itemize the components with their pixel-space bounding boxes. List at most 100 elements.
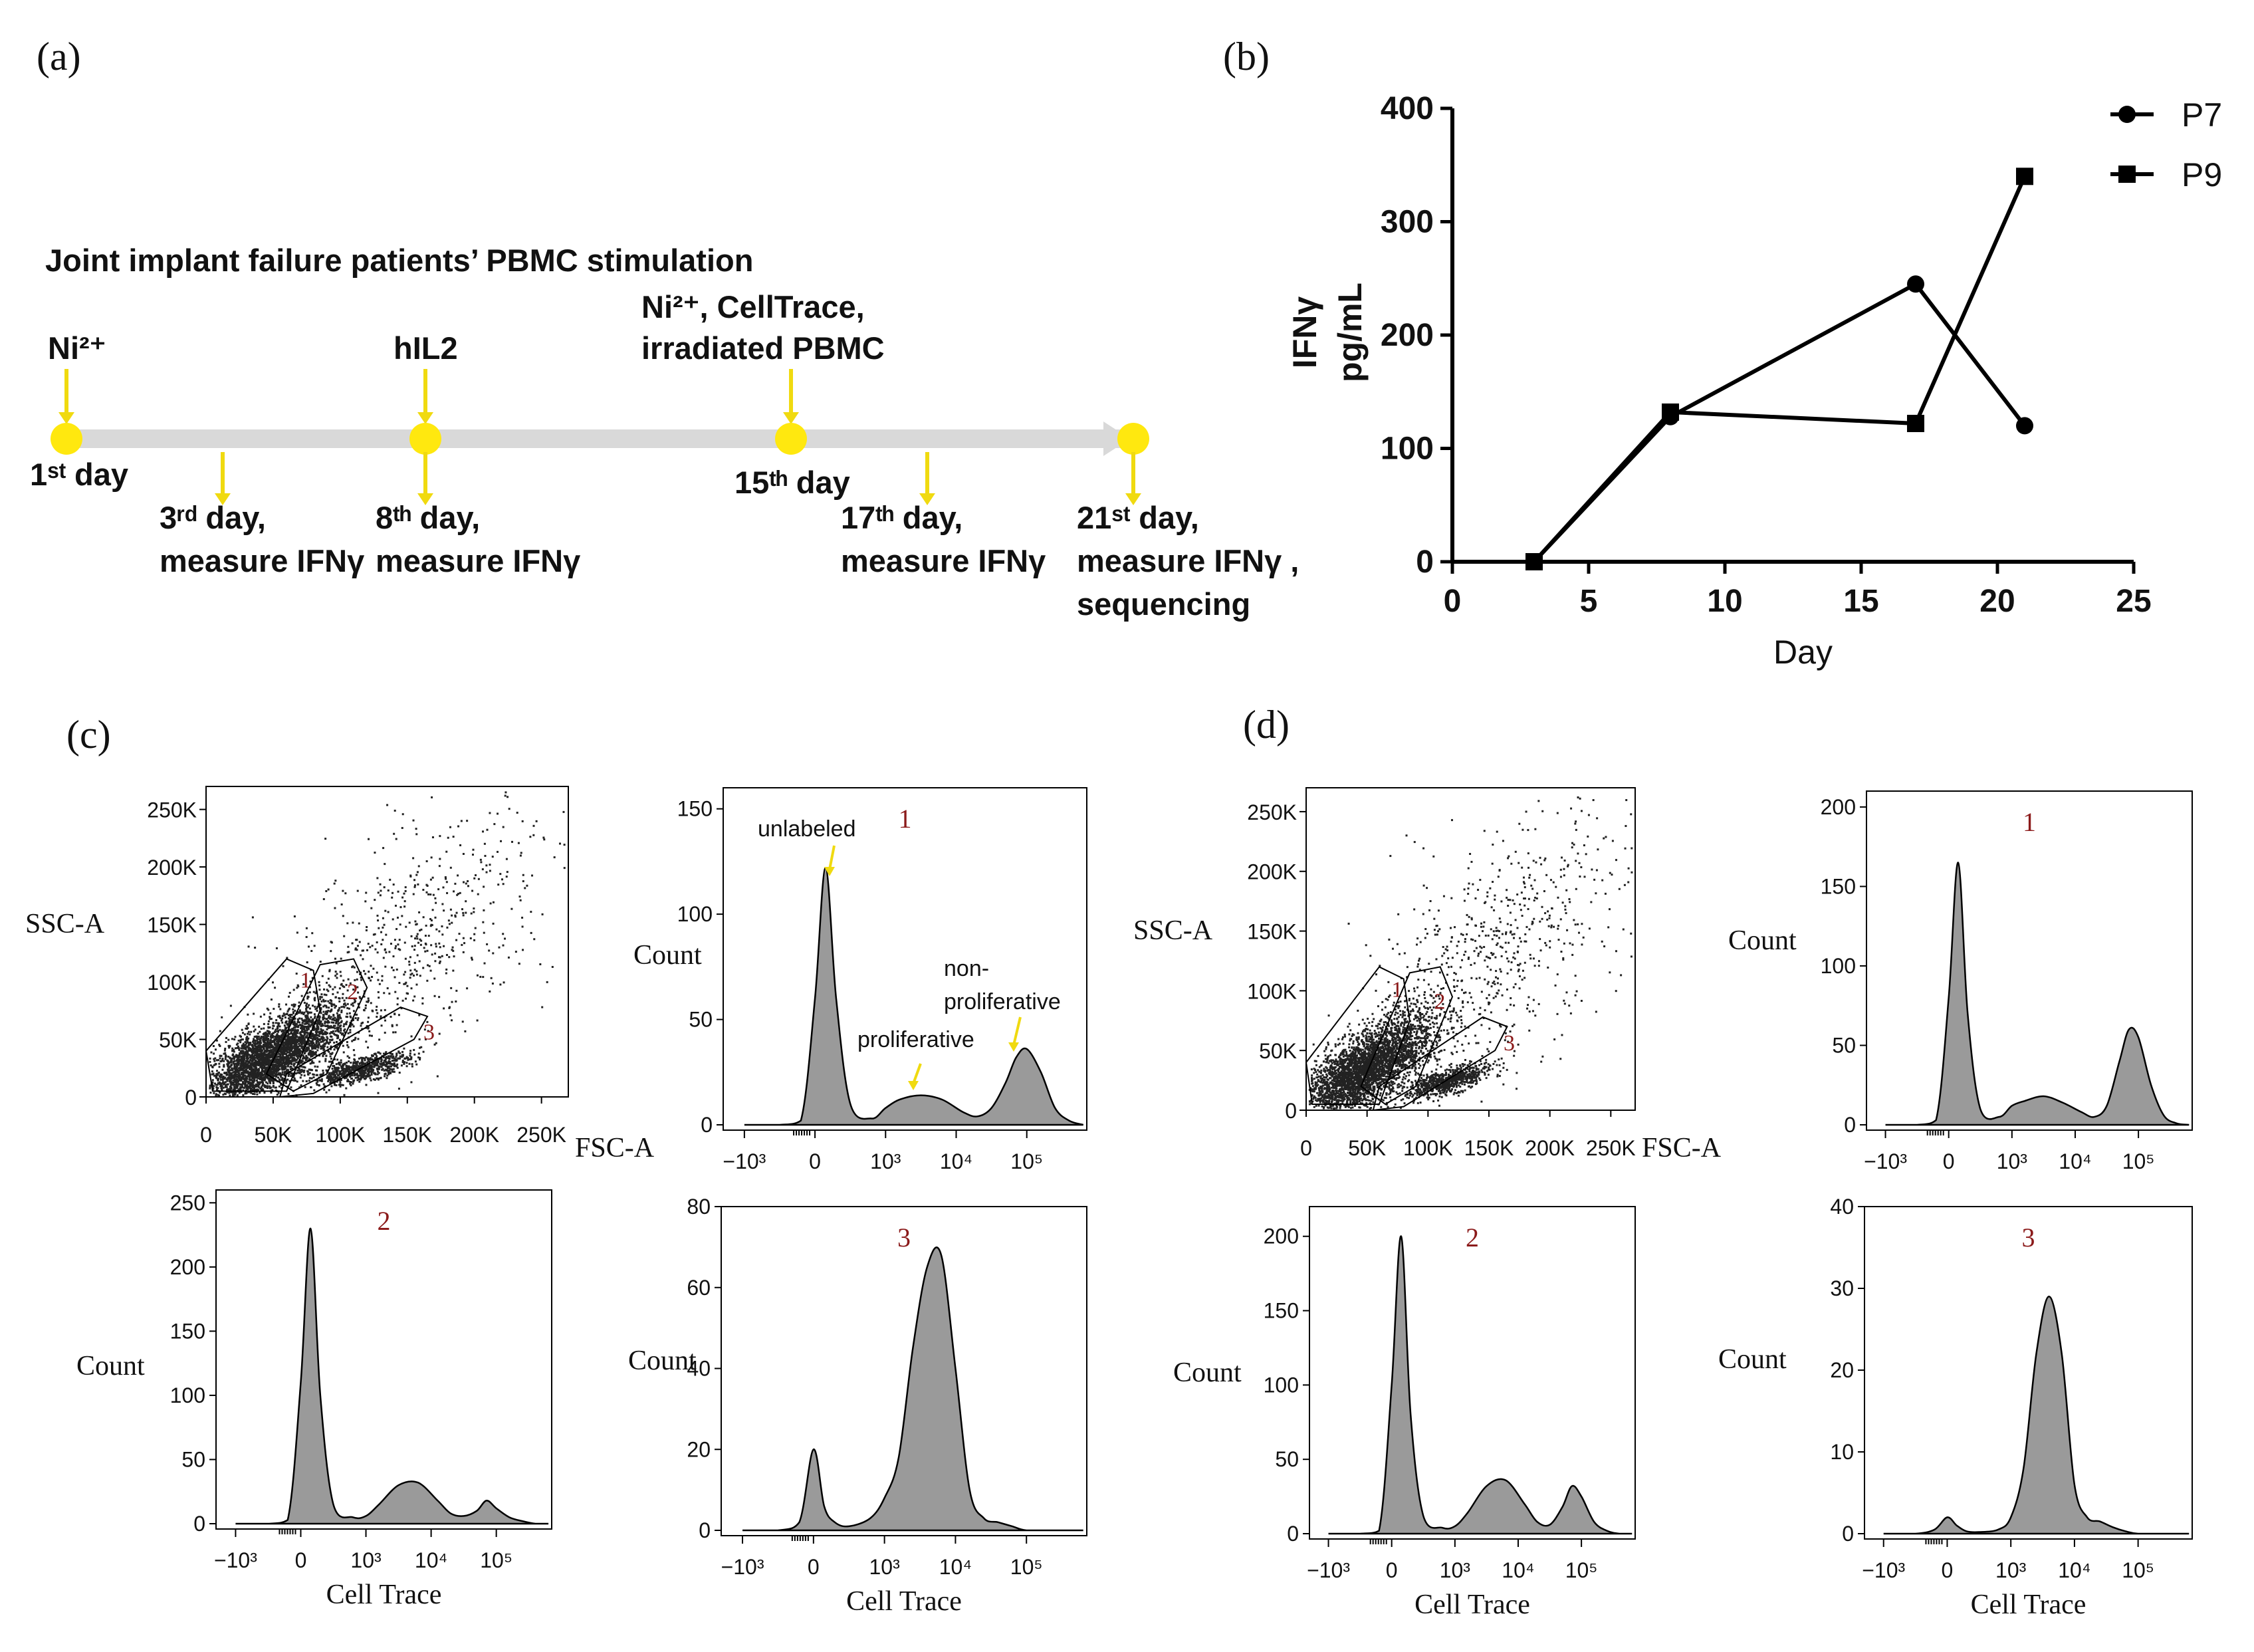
y-tick-label: 50 — [181, 1447, 205, 1471]
plot-frame — [215, 1189, 552, 1530]
histogram-area — [744, 867, 1084, 1126]
x-tick-label: 10⁴ — [940, 1149, 972, 1173]
point-P7 — [1907, 275, 1924, 293]
x-tick-label: 10⁵ — [1010, 1149, 1043, 1173]
y-tick-label: 0 — [1842, 1522, 1854, 1546]
event-4-dot — [775, 423, 807, 455]
x-axis-label: FSC-A — [575, 1133, 655, 1163]
x-tick-label: 10⁵ — [2122, 1558, 2154, 1582]
panel-label-a: (a) — [37, 35, 81, 78]
gate-1 — [1305, 966, 1410, 1106]
plot-frame — [1866, 790, 2193, 1131]
y-axis-label: Count — [1718, 1344, 1787, 1375]
legend-label-P9: P9 — [2182, 156, 2222, 193]
point-P9 — [2016, 168, 2033, 185]
y-tick-label: 0 — [699, 1518, 711, 1542]
x-tick-label: 10⁴ — [2059, 1149, 2091, 1173]
legend-marker-P7 — [2118, 106, 2136, 123]
y-tick-label: 50K — [159, 1028, 197, 1052]
gate-label-3: 3 — [423, 1020, 435, 1045]
y-tick-label: 100 — [170, 1383, 205, 1407]
series-line-P7 — [1532, 281, 2027, 564]
x-tick-label: 150K — [382, 1123, 432, 1147]
event-dots — [1308, 796, 1633, 1110]
point-P7 — [2016, 417, 2033, 435]
annotation-arrow — [828, 845, 836, 870]
gate-label-3: 3 — [1504, 1031, 1515, 1056]
y-tick-label: 200K — [1247, 860, 1297, 884]
y-tick-label: 20 — [687, 1437, 711, 1461]
event-1-arrow-above-head — [58, 412, 74, 424]
y-tick-label: 0 — [1285, 1099, 1297, 1123]
x-tick-label: 0 — [1943, 1149, 1955, 1173]
y-tick-label: 0 — [1844, 1113, 1856, 1137]
y-tick-label: 100 — [1264, 1373, 1299, 1397]
histogram-c-hist1: 0 50 100 150 −10³ 0 10³ 10⁴ 10⁵ Count 1 unlabeled pr… — [633, 787, 1087, 1173]
y-tick-label: 50 — [1275, 1447, 1299, 1471]
y-tick-label: 150 — [677, 797, 713, 821]
event-4-arrow-above-head — [783, 412, 799, 424]
plot-frame — [1864, 1206, 2193, 1540]
point-P9 — [1662, 403, 1679, 421]
x-tick-label: 0 — [200, 1123, 212, 1147]
x-tick-label: −10³ — [721, 1555, 764, 1579]
y-tick-label: 100 — [1381, 431, 1434, 467]
x-tick-label: 10 — [1707, 584, 1742, 619]
histogram-d-hist3: 0 10 20 30 40 −10³ 0 10³ 10⁴ 10⁵ Cell Trace Count 3 — [1718, 1195, 2193, 1620]
gate-2 — [1360, 966, 1454, 1106]
y-axis-label: Count — [1728, 925, 1797, 956]
scatter-plot-d-scatter: 0 50K 100K 150K 200K 250K 0 50K 100K 150K 200K 250K… — [1133, 787, 1722, 1163]
x-tick-label: 10³ — [870, 1149, 901, 1173]
x-tick-label: 50K — [254, 1123, 292, 1147]
figure-layer: (a) (b) (c) (d) Joint implant failure patien… — [25, 35, 2222, 1620]
y-tick-label: 200 — [170, 1255, 205, 1279]
point-P9 — [1525, 553, 1543, 570]
event-3-dot — [409, 423, 441, 455]
y-tick-label: 50 — [1832, 1033, 1856, 1057]
x-tick-label: 20 — [1979, 584, 2015, 619]
event-5-below-1: 17ᵗʰ day, — [841, 500, 962, 535]
histogram-area — [742, 1246, 1083, 1532]
event-2-below-1: 3ʳᵈ day, — [160, 500, 266, 535]
y-tick-label: 200 — [1821, 795, 1856, 819]
event-1-below-1: 1ˢᵗ day — [30, 457, 128, 492]
gate-3 — [1372, 1016, 1508, 1112]
x-tick-label: −10³ — [723, 1149, 766, 1173]
gate-1 — [205, 958, 321, 1092]
x-tick-label: −10³ — [214, 1548, 257, 1572]
x-tick-label: 100K — [1403, 1136, 1453, 1160]
annotation-arrowhead — [1008, 1042, 1019, 1052]
x-tick-label: 10⁴ — [939, 1555, 972, 1579]
y-tick-label: 150 — [170, 1319, 205, 1343]
y-axis-label: Count — [1173, 1357, 1242, 1388]
panel-label-c: (c) — [66, 713, 111, 757]
y-axis-label: Count — [76, 1351, 145, 1381]
y-axis-label: SSC-A — [25, 909, 105, 939]
y-tick-label: 250K — [1247, 800, 1297, 824]
event-6-below-3: sequencing — [1077, 586, 1250, 622]
x-tick-label: 10⁴ — [1502, 1558, 1534, 1582]
annotation-arrowhead — [824, 867, 835, 876]
y-tick-label: 40 — [687, 1357, 711, 1381]
plot-frame — [1305, 787, 1636, 1111]
y-tick-label: 0 — [1287, 1522, 1299, 1546]
y-tick-label: 200 — [1264, 1225, 1299, 1248]
x-tick-label: 10⁵ — [1010, 1555, 1043, 1579]
x-tick-label: 10³ — [1440, 1558, 1471, 1582]
event-3-arrow-below-head — [417, 493, 433, 505]
x-tick-label: 0 — [1942, 1558, 1954, 1582]
y-tick-label: 10 — [1830, 1440, 1854, 1464]
x-axis-label: Cell Trace — [1971, 1590, 2086, 1620]
event-6-arrow-below-head — [1125, 493, 1141, 505]
histogram-area — [1885, 862, 2190, 1126]
gate-number: 2 — [1466, 1223, 1479, 1252]
annotation-non: non- — [944, 956, 989, 981]
gate-label-2: 2 — [347, 980, 358, 1004]
y-tick-label: 200K — [147, 856, 197, 880]
gate-number: 3 — [2022, 1223, 2035, 1252]
x-tick-label: 10⁵ — [2122, 1149, 2155, 1173]
y-tick-label: 50 — [689, 1008, 713, 1032]
event-3-below-1: 8ᵗʰ day, — [376, 500, 480, 535]
event-3-below-2: measure IFNγ — [376, 543, 580, 578]
x-tick-label: 250K — [516, 1123, 566, 1147]
